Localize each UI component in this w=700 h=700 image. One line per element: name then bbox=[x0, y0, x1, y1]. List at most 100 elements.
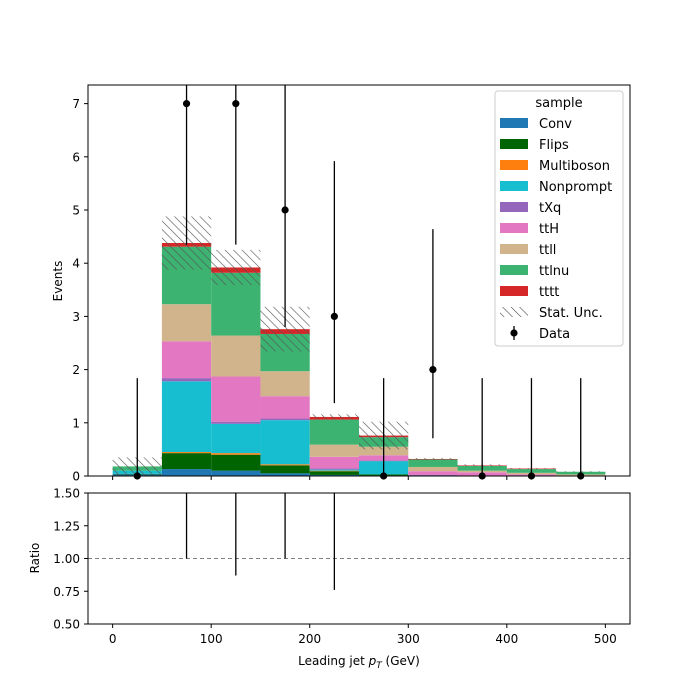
main-y-tick-label-1: 1 bbox=[72, 416, 80, 430]
legend-label-flips: Flips bbox=[539, 138, 569, 153]
x-tick-label-4: 400 bbox=[495, 632, 518, 646]
legend-label-nonprompt: Nonprompt bbox=[539, 180, 612, 195]
main-y-tick-label-5: 5 bbox=[72, 204, 80, 218]
legend-label-txq: tXq bbox=[539, 201, 561, 216]
main-y-tick-label-2: 2 bbox=[72, 363, 80, 377]
legend-box bbox=[494, 90, 624, 347]
data-point-bin-6 bbox=[429, 366, 437, 374]
bar-ttlnu-bin-4 bbox=[309, 419, 359, 445]
ratio-y-tick-label-4: 1.50 bbox=[53, 487, 80, 501]
bar-multiboson-bin-3 bbox=[260, 464, 310, 466]
bar-txq-bin-2 bbox=[211, 421, 261, 424]
data-points bbox=[133, 85, 585, 480]
x-tick-label-2: 200 bbox=[298, 632, 321, 646]
legend-swatch-multiboson bbox=[500, 160, 528, 170]
bar-flips-bin-2 bbox=[211, 454, 261, 471]
bar-txq-bin-4 bbox=[309, 468, 359, 470]
ratio-y-tick-label-0: 0.50 bbox=[53, 618, 80, 632]
bar-txq-bin-1 bbox=[161, 378, 212, 382]
bar-nonprompt-bin-4 bbox=[309, 469, 359, 471]
ratio-content bbox=[88, 493, 630, 590]
legend-swatch-ttlnu bbox=[500, 265, 528, 275]
ratio-y-tick-label-3: 1.25 bbox=[53, 519, 80, 533]
bar-flips-bin-3 bbox=[260, 465, 310, 474]
main-panel: 0 1 2 3 4 5 6 7 Events bbox=[51, 84, 631, 484]
bar-conv-bin-3 bbox=[260, 473, 310, 476]
bar-flips-bin-4 bbox=[309, 471, 359, 475]
x-axis-label-sub: T bbox=[376, 661, 383, 671]
ratio-y-ticks: 0.50 0.75 1.00 1.25 1.50 bbox=[53, 487, 88, 632]
legend-swatch-conv bbox=[500, 118, 528, 128]
bar-conv-bin-1 bbox=[161, 469, 212, 476]
ratio-x-ticks: 0 100 200 300 400 500 bbox=[109, 624, 617, 646]
bar-multiboson-bin-4 bbox=[309, 470, 359, 472]
legend-swatch-flips bbox=[500, 139, 528, 149]
main-y-ticks: 0 1 2 3 4 5 6 7 bbox=[72, 97, 88, 484]
x-axis-label-var: p bbox=[368, 654, 377, 668]
legend-swatch-data-point bbox=[510, 329, 518, 337]
ratio-y-tick-label-1: 0.75 bbox=[53, 585, 80, 599]
legend-label-tth: ttH bbox=[539, 222, 559, 237]
legend-label-conv: Conv bbox=[539, 117, 572, 132]
bar-ttll-bin-6 bbox=[408, 466, 458, 472]
bar-flips-bin-1 bbox=[161, 453, 212, 470]
bar-nonprompt-bin-1 bbox=[161, 381, 212, 453]
bar-tth-bin-4 bbox=[309, 456, 359, 469]
x-tick-label-0: 0 bbox=[109, 632, 117, 646]
bar-ttll-bin-1 bbox=[161, 304, 212, 342]
x-axis-label: Leading jet pT (GeV) bbox=[298, 654, 420, 671]
main-y-tick-label-7: 7 bbox=[72, 97, 80, 111]
x-tick-label-3: 300 bbox=[397, 632, 420, 646]
legend-label-tttt: tttt bbox=[539, 285, 559, 300]
bar-multiboson-bin-1 bbox=[161, 452, 212, 454]
ratio-y-axis-label: Ratio bbox=[28, 543, 42, 574]
legend-swatch-ttll bbox=[500, 244, 528, 254]
legend: sample Conv Flips Multiboson Nonprompt tXq ttH… bbox=[494, 90, 624, 347]
legend-swatch-stat-unc bbox=[500, 307, 528, 317]
bar-ttlnu-bin-6 bbox=[408, 459, 458, 467]
legend-swatch-nonprompt bbox=[500, 181, 528, 191]
legend-label-stat-unc: Stat. Unc. bbox=[539, 306, 603, 321]
bar-tth-bin-1 bbox=[161, 341, 212, 379]
bar-ttll-bin-3 bbox=[260, 371, 310, 397]
bar-ttll-bin-2 bbox=[211, 335, 261, 377]
data-point-bin-3 bbox=[281, 206, 289, 214]
main-y-tick-label-4: 4 bbox=[72, 257, 80, 271]
legend-swatch-txq bbox=[500, 202, 528, 212]
main-y-tick-label-6: 6 bbox=[72, 150, 80, 164]
main-y-tick-label-3: 3 bbox=[72, 310, 80, 324]
data-point-bin-1 bbox=[182, 100, 191, 108]
bar-nonprompt-bin-2 bbox=[211, 423, 261, 454]
x-axis-label-text: Leading jet bbox=[298, 654, 368, 668]
main-x-ticks bbox=[112, 476, 606, 480]
main-plot-frame bbox=[87, 84, 631, 477]
main-y-tick-label-0: 0 bbox=[72, 470, 80, 484]
legend-title: sample bbox=[535, 96, 582, 111]
stat-unc-band-bin-2 bbox=[211, 249, 261, 286]
bar-txq-bin-3 bbox=[260, 418, 310, 421]
data-point-bin-4 bbox=[330, 312, 338, 321]
legend-label-ttll: ttll bbox=[539, 243, 556, 258]
bar-tth-bin-3 bbox=[260, 396, 310, 419]
stat-unc-band-bin-6 bbox=[408, 457, 458, 461]
data-point-bin-2 bbox=[232, 100, 240, 108]
bar-multiboson-bin-2 bbox=[211, 453, 261, 455]
x-tick-label-1: 100 bbox=[200, 632, 223, 646]
ratio-y-tick-label-2: 1.00 bbox=[53, 552, 80, 566]
bar-tth-bin-2 bbox=[211, 376, 261, 422]
legend-swatch-tttt bbox=[500, 286, 528, 296]
x-axis-label-unit: (GeV) bbox=[382, 654, 420, 668]
bar-conv-bin-2 bbox=[211, 470, 261, 476]
legend-label-ttlnu: ttlnu bbox=[539, 264, 569, 279]
stat-unc-band-bin-4 bbox=[309, 414, 359, 420]
legend-label-multiboson: Multiboson bbox=[539, 159, 610, 174]
y-axis-label: Events bbox=[51, 261, 65, 302]
legend-swatch-tth bbox=[500, 223, 528, 233]
bar-txq-bin-6 bbox=[408, 474, 458, 476]
bar-nonprompt-bin-3 bbox=[260, 420, 310, 465]
bar-tth-bin-6 bbox=[408, 471, 458, 475]
bar-conv-bin-4 bbox=[309, 474, 359, 476]
ratio-panel: 0 100 200 300 400 500 0.50 0.75 1.00 1.25 1.50 Ra… bbox=[28, 487, 631, 646]
x-tick-label-5: 500 bbox=[594, 632, 617, 646]
